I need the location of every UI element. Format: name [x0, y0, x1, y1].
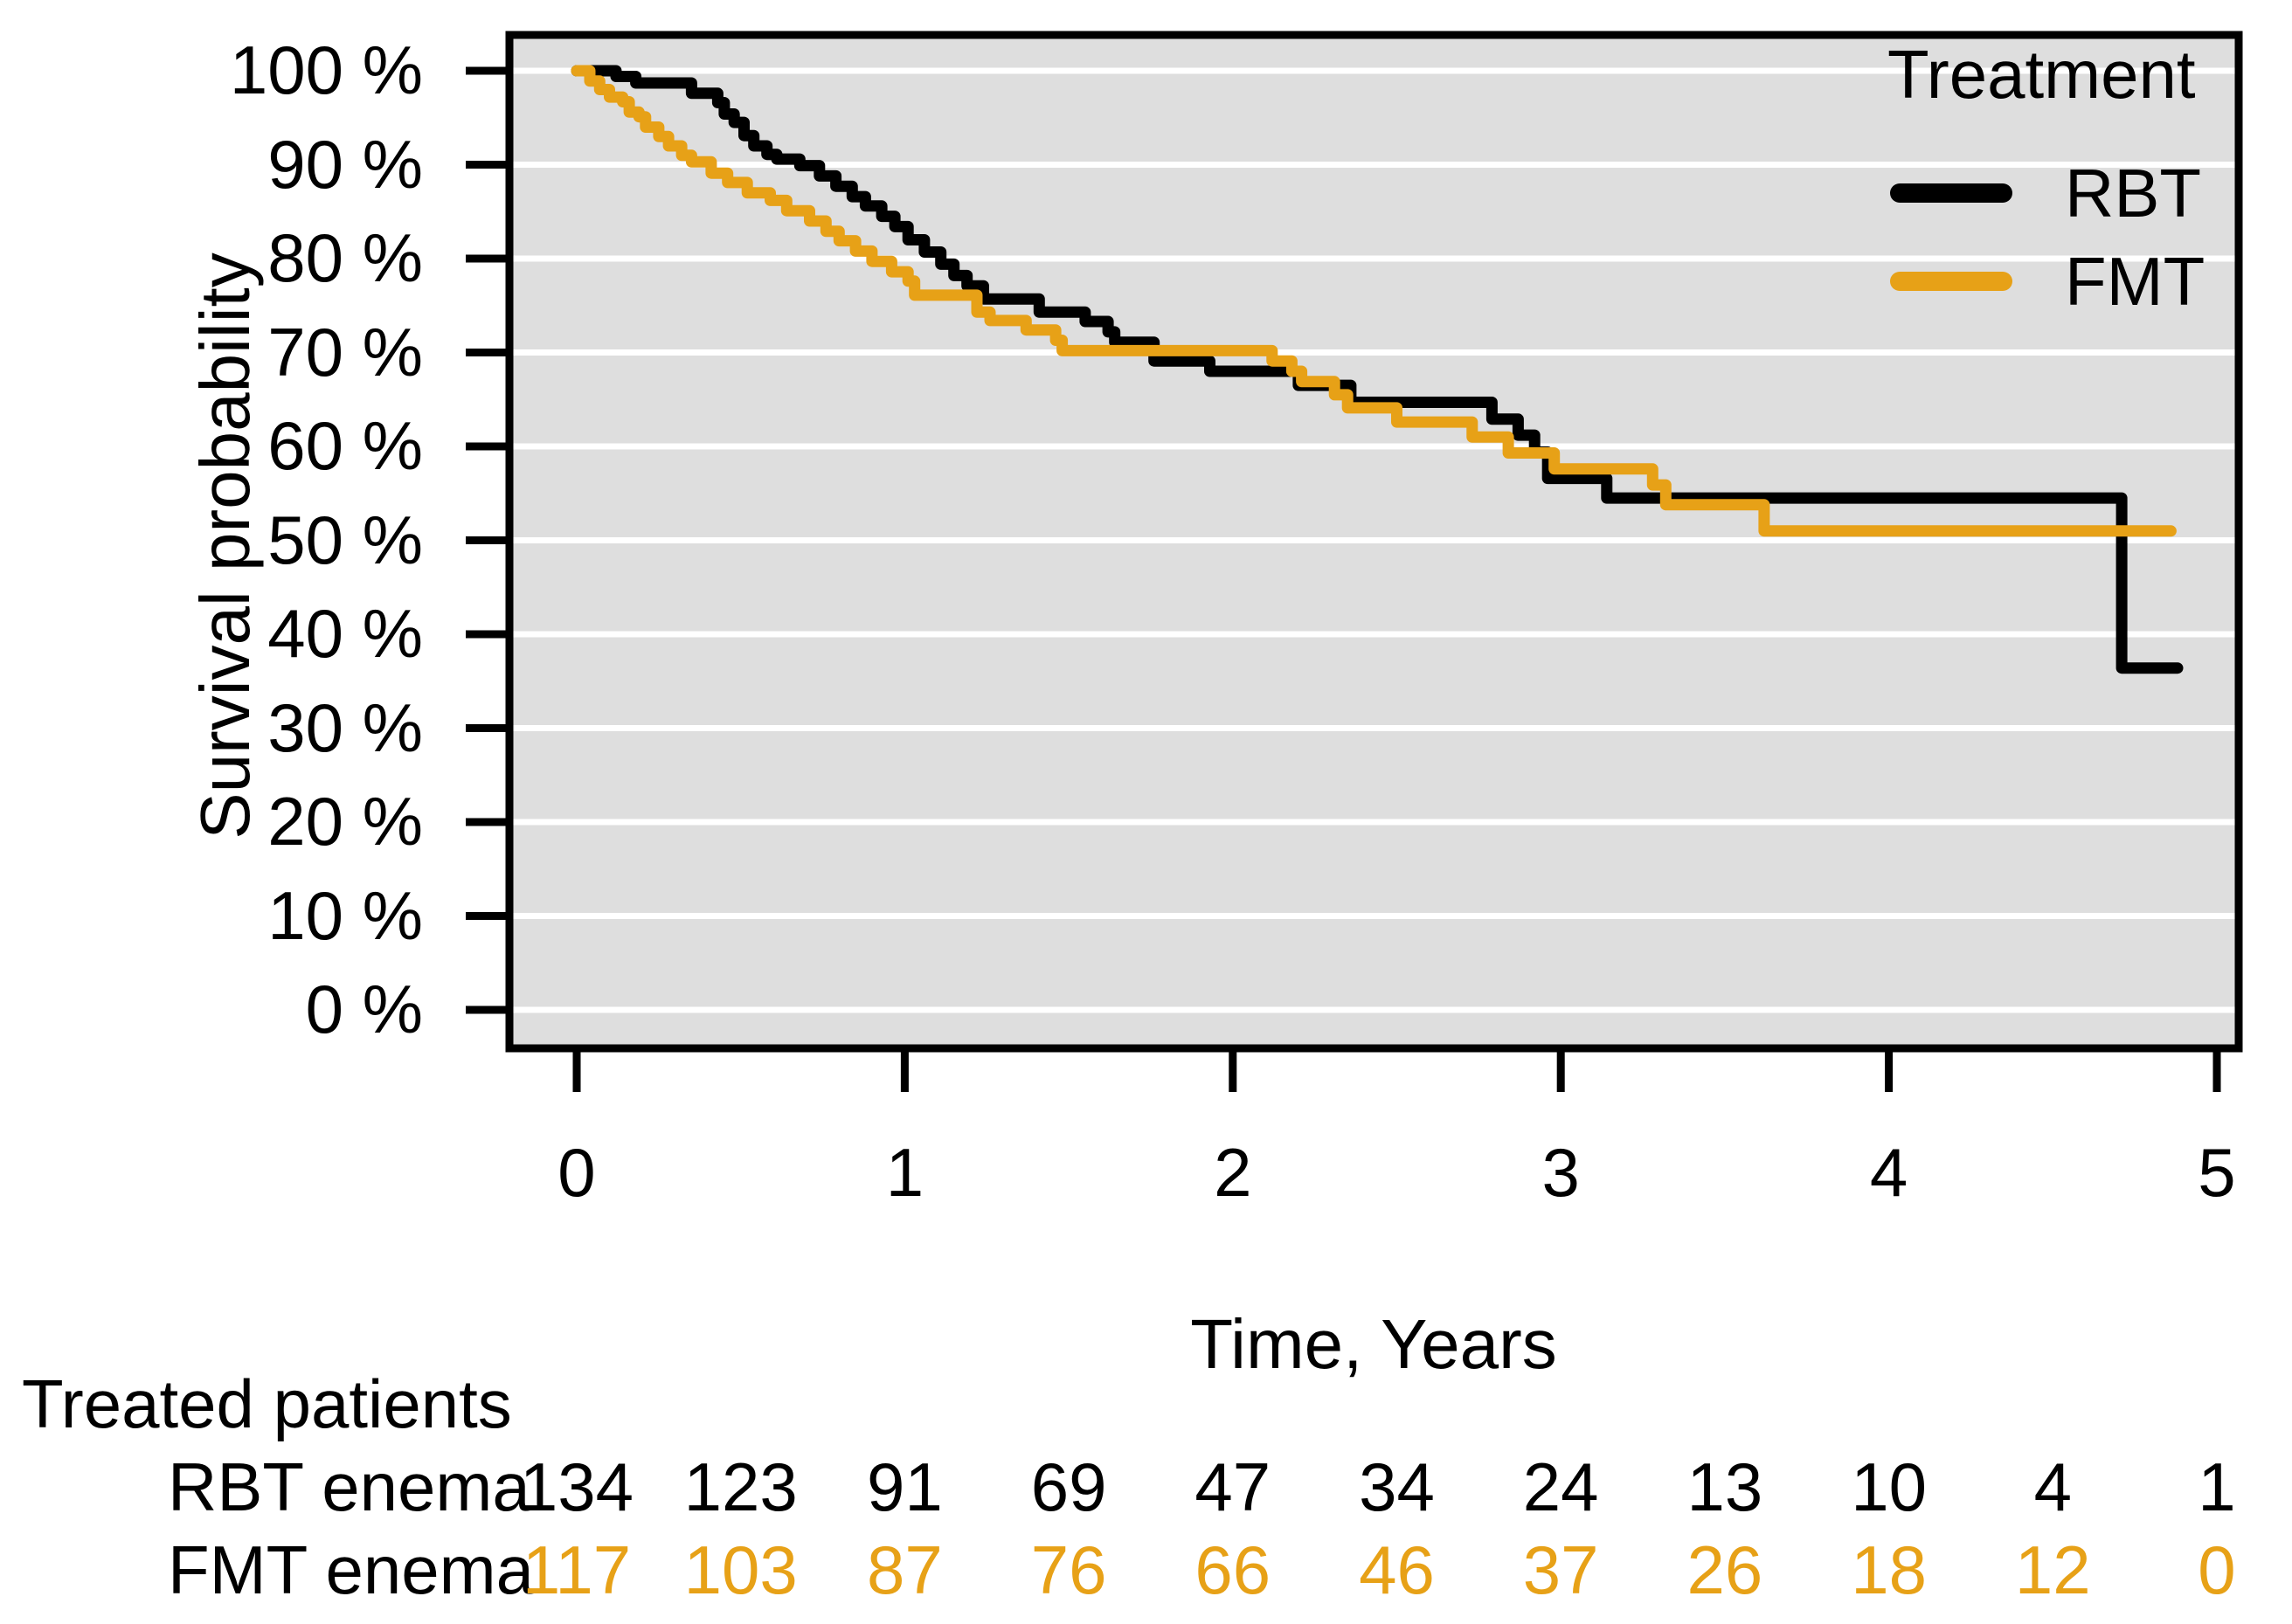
x-axis-tick-marks [572, 1048, 2221, 1092]
survival-curve-rbt [571, 65, 2184, 674]
risk-table-row-fmt-values: 117 103 87 76 66 46 37 26 18 12 0 [0, 1536, 2292, 1606]
risk-count-fmt-t7: 26 [1686, 1531, 1763, 1608]
legend-item-rbt-label: RBT [2065, 155, 2201, 232]
y-tick-label-50: 50 % [267, 501, 423, 578]
y-tick-label-80: 80 % [267, 219, 423, 296]
y-tick-label-90: 90 % [267, 125, 423, 203]
y-tick-label-30: 30 % [267, 688, 423, 766]
risk-table-row-label-rbt: RBT enema [168, 1448, 530, 1525]
risk-count-fmt-t8: 18 [1851, 1531, 1927, 1608]
x-tick-label-4: 4 [1869, 1134, 1908, 1211]
risk-count-fmt-t3: 76 [1030, 1531, 1107, 1608]
risk-table-title: Treated patients [22, 1365, 512, 1442]
risk-count-rbt-t3: 69 [1030, 1448, 1107, 1525]
x-tick-label-2: 2 [1214, 1134, 1252, 1211]
y-axis-title: Survival probability [186, 252, 264, 840]
risk-count-fmt-t1: 103 [683, 1531, 798, 1608]
y-tick-label-10: 10 % [267, 876, 423, 954]
fmt-line-swatch-icon [1890, 272, 2012, 291]
risk-count-rbt-t10: 1 [2198, 1448, 2236, 1525]
y-tick-label-20: 20 % [267, 783, 423, 860]
survival-curve-fmt [571, 65, 2177, 537]
risk-count-fmt-t2: 87 [867, 1531, 943, 1608]
x-tick-label-1: 1 [885, 1134, 924, 1211]
risk-count-rbt-t7: 13 [1686, 1448, 1763, 1525]
survival-curves [571, 65, 2184, 674]
y-tick-label-60: 60 % [267, 407, 423, 484]
risk-count-rbt-t4: 47 [1194, 1448, 1271, 1525]
risk-table-row-label-fmt: FMT enema [168, 1531, 535, 1608]
risk-count-rbt-t5: 34 [1359, 1448, 1435, 1525]
y-tick-label-100: 100 % [229, 31, 423, 108]
y-tick-label-70: 70 % [267, 313, 423, 390]
y-tick-label-0: 0 % [305, 971, 423, 1047]
risk-count-fmt-t4: 66 [1194, 1531, 1271, 1608]
risk-count-fmt-t9: 12 [2014, 1531, 2091, 1608]
x-tick-label-5: 5 [2198, 1134, 2236, 1211]
risk-count-rbt-t1: 123 [683, 1448, 798, 1525]
y-tick-label-40: 40 % [267, 595, 423, 672]
x-axis-title: Time, Years [1190, 1305, 1557, 1383]
risk-count-fmt-t6: 37 [1522, 1531, 1599, 1608]
risk-count-fmt-t5: 46 [1359, 1531, 1435, 1608]
risk-count-rbt-t8: 10 [1851, 1448, 1927, 1525]
risk-count-fmt-t10: 0 [2198, 1531, 2236, 1608]
legend-item-rbt: RBT [1890, 154, 2206, 232]
risk-count-rbt-t9: 4 [2033, 1448, 2072, 1525]
risk-count-fmt-t0: 117 [522, 1531, 632, 1608]
rbt-line-swatch-icon [1890, 183, 2012, 203]
x-tick-label-3: 3 [1541, 1134, 1580, 1211]
risk-count-rbt-t2: 91 [867, 1448, 943, 1525]
gridlines [509, 67, 2239, 1013]
risk-table-row-rbt-values: 134 123 91 69 47 34 24 13 10 4 1 [0, 1453, 2292, 1523]
legend-title: Treatment [1887, 36, 2196, 113]
y-axis-tick-marks [466, 66, 509, 1014]
x-tick-label-0: 0 [557, 1134, 596, 1211]
risk-count-rbt-t6: 24 [1522, 1448, 1599, 1525]
panel-border [505, 31, 2243, 1053]
legend-item-fmt: FMT [1890, 242, 2206, 321]
legend-item-fmt-label: FMT [2065, 243, 2205, 320]
risk-count-rbt-t0: 134 [519, 1448, 634, 1525]
